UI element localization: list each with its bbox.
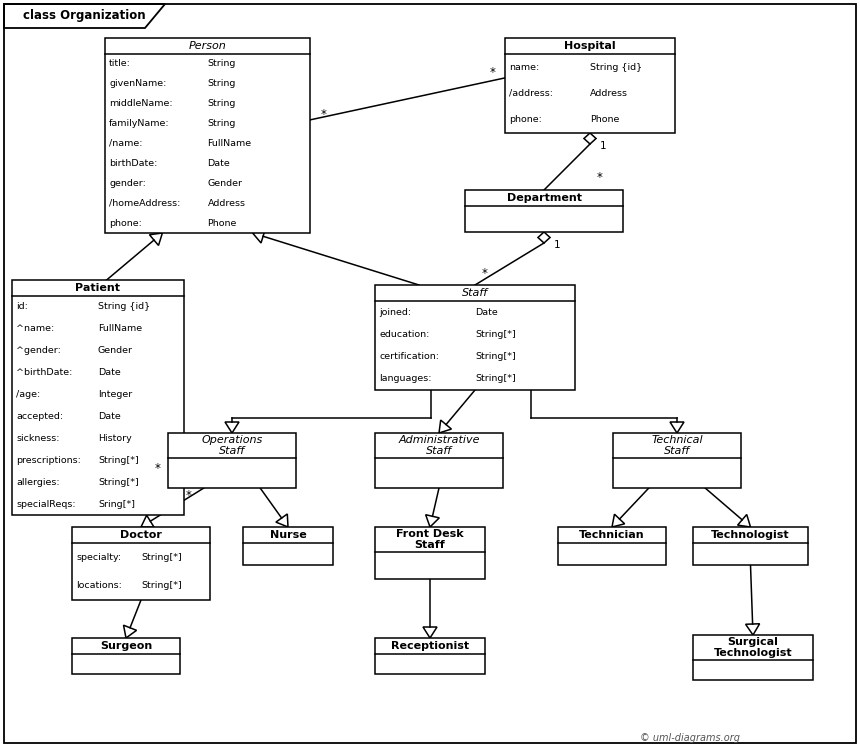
- Text: *: *: [321, 108, 327, 122]
- Text: Date: Date: [475, 308, 498, 317]
- Text: id:: id:: [16, 303, 28, 311]
- Text: ^name:: ^name:: [16, 324, 54, 333]
- Text: Address: Address: [207, 199, 245, 208]
- Text: 1: 1: [554, 240, 561, 250]
- Text: sickness:: sickness:: [16, 434, 59, 443]
- Text: prescriptions:: prescriptions:: [16, 456, 81, 465]
- Text: String[*]: String[*]: [98, 456, 138, 465]
- Text: Staff: Staff: [462, 288, 488, 298]
- Bar: [168, 433, 296, 488]
- Text: gender:: gender:: [109, 179, 146, 187]
- Text: birthDate:: birthDate:: [109, 159, 157, 168]
- Text: phone:: phone:: [509, 115, 542, 124]
- Text: FullName: FullName: [98, 324, 142, 333]
- Text: certification:: certification:: [379, 352, 439, 361]
- Text: Gender: Gender: [98, 347, 133, 356]
- Text: String[*]: String[*]: [475, 330, 516, 339]
- Text: *: *: [186, 489, 192, 502]
- Text: Sring[*]: Sring[*]: [98, 500, 135, 509]
- Bar: [505, 38, 675, 133]
- Text: Phone: Phone: [207, 219, 237, 228]
- Text: Gender: Gender: [207, 179, 243, 187]
- Text: Phone: Phone: [590, 115, 619, 124]
- Text: String[*]: String[*]: [475, 352, 516, 361]
- Bar: [465, 190, 623, 232]
- Text: Department: Department: [507, 193, 581, 203]
- Text: Address: Address: [590, 89, 628, 98]
- Text: 1: 1: [599, 141, 606, 151]
- Text: Doctor: Doctor: [120, 530, 162, 540]
- Text: String {id}: String {id}: [590, 63, 642, 72]
- Text: /age:: /age:: [16, 390, 40, 399]
- Text: /homeAddress:: /homeAddress:: [109, 199, 181, 208]
- Text: History: History: [98, 434, 132, 443]
- Text: /name:: /name:: [109, 139, 143, 148]
- Text: middleName:: middleName:: [109, 99, 173, 108]
- Bar: [693, 635, 813, 680]
- Text: String[*]: String[*]: [141, 553, 181, 562]
- Text: Operations
Staff: Operations Staff: [201, 435, 262, 456]
- Text: String: String: [207, 60, 236, 69]
- Text: *: *: [490, 66, 496, 79]
- Text: Administrative
Staff: Administrative Staff: [398, 435, 480, 456]
- Text: © uml-diagrams.org: © uml-diagrams.org: [640, 733, 740, 743]
- Bar: [613, 433, 741, 488]
- Text: Surgical
Technologist: Surgical Technologist: [714, 637, 792, 658]
- Text: title:: title:: [109, 60, 131, 69]
- Text: String: String: [207, 119, 236, 128]
- Text: accepted:: accepted:: [16, 412, 63, 421]
- Text: joined:: joined:: [379, 308, 411, 317]
- Text: String {id}: String {id}: [98, 303, 150, 311]
- Bar: [375, 285, 575, 390]
- Text: languages:: languages:: [379, 374, 432, 383]
- Text: /address:: /address:: [509, 89, 553, 98]
- Text: Patient: Patient: [76, 283, 120, 293]
- Text: familyName:: familyName:: [109, 119, 169, 128]
- Text: Person: Person: [188, 41, 226, 51]
- Bar: [12, 280, 184, 515]
- Text: *: *: [597, 172, 603, 185]
- Text: Date: Date: [98, 368, 120, 377]
- Text: education:: education:: [379, 330, 429, 339]
- Bar: [375, 527, 485, 579]
- Text: Nurse: Nurse: [270, 530, 306, 540]
- Bar: [375, 433, 503, 488]
- Text: String[*]: String[*]: [141, 581, 181, 590]
- Text: ^gender:: ^gender:: [16, 347, 61, 356]
- Text: Technologist: Technologist: [711, 530, 789, 540]
- Text: *: *: [155, 462, 161, 475]
- Text: String[*]: String[*]: [98, 477, 138, 486]
- Text: Surgeon: Surgeon: [100, 641, 152, 651]
- Text: allergies:: allergies:: [16, 477, 59, 486]
- Text: ^birthDate:: ^birthDate:: [16, 368, 72, 377]
- Bar: [558, 527, 666, 565]
- Text: specialty:: specialty:: [76, 553, 121, 562]
- Text: *: *: [482, 267, 488, 279]
- Text: FullName: FullName: [207, 139, 252, 148]
- Bar: [72, 527, 210, 600]
- Text: class Organization: class Organization: [22, 10, 145, 22]
- Text: Technician: Technician: [579, 530, 645, 540]
- Text: locations:: locations:: [76, 581, 122, 590]
- Text: String: String: [207, 99, 236, 108]
- Bar: [243, 527, 333, 565]
- Text: Integer: Integer: [98, 390, 132, 399]
- Text: specialReqs:: specialReqs:: [16, 500, 76, 509]
- Text: Front Desk
Staff: Front Desk Staff: [396, 529, 464, 550]
- Text: Date: Date: [207, 159, 230, 168]
- Bar: [375, 638, 485, 674]
- Text: Date: Date: [98, 412, 120, 421]
- Bar: [693, 527, 808, 565]
- Text: Hospital: Hospital: [564, 41, 616, 51]
- Text: Receptionist: Receptionist: [391, 641, 469, 651]
- Text: String: String: [207, 79, 236, 88]
- Text: Technical
Staff: Technical Staff: [651, 435, 703, 456]
- Text: name:: name:: [509, 63, 539, 72]
- Text: phone:: phone:: [109, 219, 142, 228]
- Text: String[*]: String[*]: [475, 374, 516, 383]
- Bar: [72, 638, 180, 674]
- Bar: [105, 38, 310, 233]
- Text: givenName:: givenName:: [109, 79, 166, 88]
